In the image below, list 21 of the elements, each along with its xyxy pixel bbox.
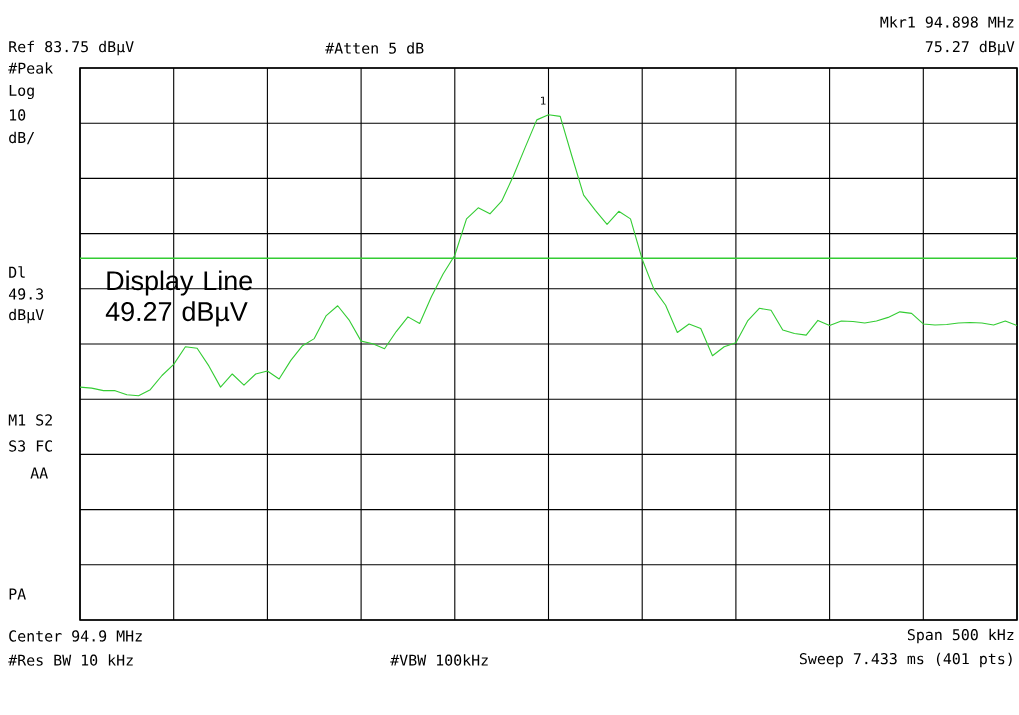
text: S3 FC [9,440,53,452]
text: 49.3 [8,288,44,300]
text: dBµV [9,308,44,324]
text: Ref 83.75 dBµV [9,40,134,56]
text: Dl [9,266,25,278]
text: Span 500 kHz [907,628,1014,644]
text: 10 [10,109,26,121]
text: #VBW 100kHz [390,654,488,666]
text: 75.27 dBµV [925,40,1015,56]
text: Log [9,84,34,100]
text: #Res BW 10 kHz [8,654,133,666]
text: Center 94.9 MHz [9,630,142,642]
text: AA [30,467,48,479]
annotation: 1 [541,96,546,105]
text: #Atten 5 dB [325,42,424,54]
text: M1 S2 [8,414,52,426]
text: Sweep 7.433 ms (401 pts) [799,652,1012,668]
text: PA [9,588,26,600]
text: #Peak [8,62,53,74]
text: dB/ [9,131,35,145]
text: Mkr1 94.898 MHz [880,16,1014,28]
